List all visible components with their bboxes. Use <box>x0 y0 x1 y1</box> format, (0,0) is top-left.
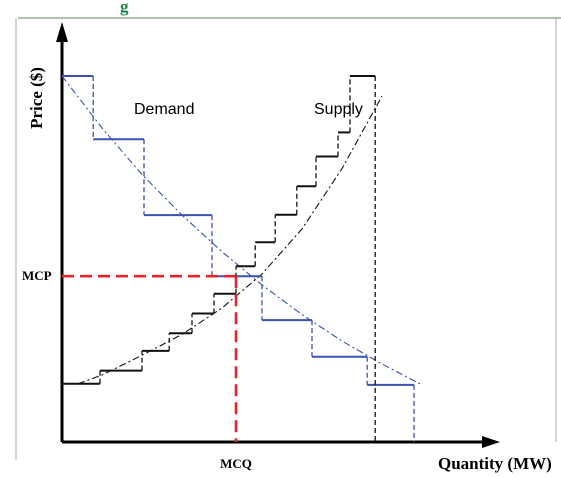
y-axis-arrowhead <box>56 22 68 42</box>
top-caption-fragment: g <box>120 0 129 16</box>
series-annotation: Demand <box>134 101 194 118</box>
chart-labels: MCP MCQ Demand Supply <box>22 101 363 471</box>
y-axis-label: Price ($) <box>27 67 46 129</box>
x-axis-arrowhead <box>482 436 500 448</box>
x-axis-label: Quantity (MW) <box>438 454 552 473</box>
smooth-curves <box>61 75 423 386</box>
demand-curve <box>61 75 423 386</box>
supply-curve <box>77 95 383 385</box>
series-annotation: Supply <box>314 101 363 118</box>
step-curves <box>62 75 415 442</box>
x-tick-label: MCQ <box>220 456 252 471</box>
y-tick-label: MCP <box>22 268 52 283</box>
equilibrium-lines <box>62 274 238 442</box>
